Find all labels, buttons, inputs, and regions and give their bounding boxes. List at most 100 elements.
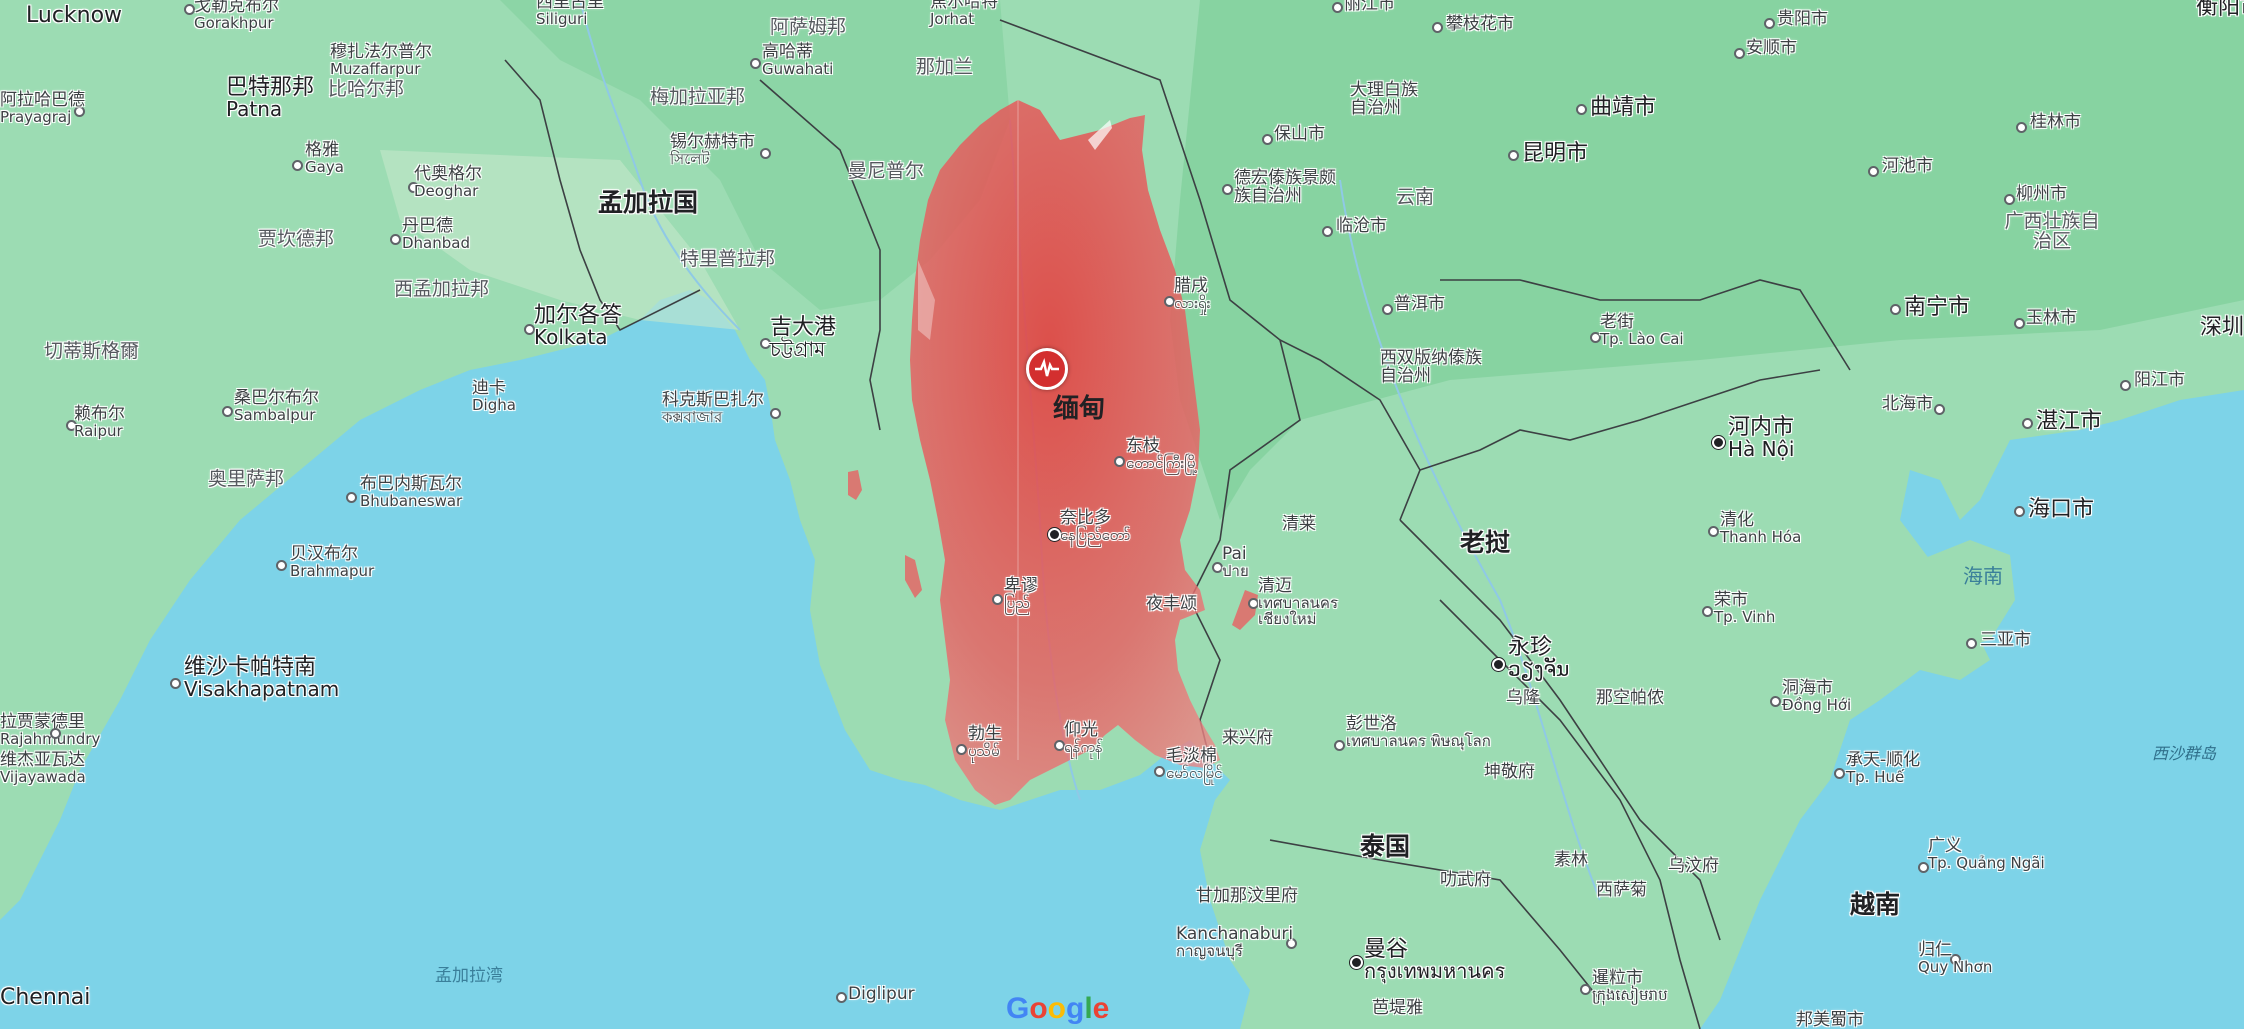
earthquake-affected-area: [910, 100, 1220, 805]
place-label: 梅加拉亚邦: [650, 86, 746, 108]
place-dot: [276, 560, 287, 571]
place-dot: [760, 338, 771, 349]
country-label-bangladesh: 孟加拉国: [598, 188, 699, 217]
sea-label-paracel: 西沙群岛: [2152, 744, 2217, 763]
place-dot: [74, 106, 85, 117]
place-label: 西里古里 Siliguri: [536, 0, 604, 28]
place-label: 贝汉布尔 Brahmapur: [290, 544, 375, 580]
place-label: Kanchanaburi กาญจนบุรี: [1176, 924, 1294, 960]
place-dot: [1154, 766, 1165, 777]
place-dot: [760, 148, 771, 159]
place-dot: [1708, 526, 1719, 537]
place-dot: [1770, 696, 1781, 707]
place-label: 奈比多 နေပြည်တော်: [1060, 508, 1131, 544]
place-label: 清迈 เทศบาลนคร เชียงใหม่: [1258, 576, 1339, 628]
place-label: 焦尔哈特 Jorhat: [930, 0, 998, 28]
place-label: 暹粒市 ក្រុងសៀមរាប: [1592, 968, 1668, 1004]
place-dot: [1576, 104, 1587, 115]
place-label: Lucknow: [26, 3, 123, 28]
earthquake-icon[interactable]: [1026, 348, 1068, 390]
place-label: 乌汶府: [1668, 856, 1719, 876]
place-dot: [1950, 954, 1961, 965]
place-dot: [1248, 598, 1259, 609]
place-label: 衡阳市: [2196, 0, 2244, 20]
place-dot: [992, 594, 1003, 605]
place-label: 昆明市: [1522, 141, 1589, 166]
place-dot: [1382, 304, 1393, 315]
place-label: 南宁市: [1904, 295, 1971, 320]
place-label: 勃生 ပုသိမ်: [968, 724, 1002, 760]
place-label: 吉大港 চট্টগ্রাম: [770, 315, 837, 362]
place-dot: [1890, 304, 1901, 315]
place-label: 普洱市: [1394, 294, 1445, 314]
place-dot: [2120, 380, 2131, 391]
country-label-laos: 老挝: [1460, 528, 1511, 557]
place-dot: [1764, 18, 1775, 29]
place-label: 乌隆: [1506, 688, 1540, 708]
place-label: 甘加那汶里府: [1196, 886, 1298, 906]
place-label: 阿拉哈巴德 Prayagraj: [0, 90, 85, 126]
place-dot: [956, 744, 967, 755]
place-dot: [66, 420, 77, 431]
place-label: 维沙卡帕特南 Visakhapatnam: [184, 655, 340, 702]
place-label: 彭世洛 เทศบาลนคร พิษณุโลก: [1346, 714, 1491, 750]
place-label: 迪卡 Digha: [472, 378, 516, 414]
place-dot: [524, 324, 535, 335]
place-label: 德宏傣族景颇族自治州: [1234, 168, 1336, 206]
place-dot: [1286, 938, 1297, 949]
place-label: 特里普拉邦: [680, 248, 776, 270]
place-label: 西孟加拉邦: [394, 278, 490, 300]
region-label-guangxi: 广西壮族自治区: [2004, 210, 2100, 252]
place-dot: [1834, 768, 1845, 779]
country-label-vietnam: 越南: [1850, 890, 1901, 919]
place-label: 卑谬 ပြည်: [1004, 576, 1038, 612]
place-label: 维杰亚瓦达 Vijayawada: [0, 750, 86, 786]
place-label: 西双版纳傣族自治州: [1380, 348, 1482, 386]
place-label: 湛江市: [2036, 409, 2103, 434]
place-label: 柳州市: [2016, 184, 2067, 204]
place-label: 加尔各答 Kolkata: [534, 303, 623, 350]
place-dot: [2014, 506, 2025, 517]
place-dot: [1702, 606, 1713, 617]
place-label: 代奥格尔 Deoghar: [414, 164, 482, 200]
place-label: 锡尔赫特市 সিলেট: [670, 132, 755, 168]
place-dot: [1212, 562, 1223, 573]
place-dot: [1734, 48, 1745, 59]
sea-label-hainan: 海南: [1963, 564, 2003, 588]
place-dot: [770, 408, 781, 419]
place-label: 曼尼普尔: [848, 160, 925, 182]
place-dot: [2016, 122, 2027, 133]
place-label: 河池市: [1882, 156, 1933, 176]
place-dot: [1934, 404, 1945, 415]
place-label: 叻武府: [1440, 870, 1491, 890]
place-dot: [1222, 184, 1233, 195]
place-dot: [1918, 862, 1929, 873]
place-label: 归仁 Quy Nhơn: [1918, 940, 1993, 976]
place-label: 腊戌 လားရှိုး: [1174, 276, 1211, 312]
place-dot: [1114, 456, 1125, 467]
place-label: 高哈蒂 Guwahati: [762, 42, 834, 78]
place-label: Diglipur: [848, 984, 915, 1004]
place-label: 丽江市: [1344, 0, 1395, 14]
place-label: 拉贾蒙德里 Rajahmundry: [0, 712, 101, 748]
place-label: 河内市 Hà Nội: [1728, 415, 1795, 462]
place-label: 那空帕侬: [1596, 688, 1664, 708]
place-dot: [750, 58, 761, 69]
capital-dot: [1350, 956, 1363, 969]
place-label: 清化 Thanh Hóa: [1720, 510, 1802, 546]
place-dot: [1262, 134, 1273, 145]
place-dot: [50, 728, 61, 739]
place-label: 曲靖市: [1590, 95, 1657, 120]
place-label: 老街 Tp. Lào Cai: [1600, 312, 1684, 348]
place-label: 穆扎法尔普尔 Muzaffarpur: [330, 42, 432, 78]
place-label: 坤敬府: [1484, 762, 1535, 782]
place-dot: [292, 160, 303, 171]
country-label-myanmar: 缅甸: [1053, 394, 1106, 424]
place-label: Pai ปาย: [1222, 544, 1249, 580]
capital-dot: [1712, 436, 1725, 449]
place-label: 清莱: [1282, 514, 1316, 534]
place-label: 科克斯巴扎尔 কক্সবাজার: [662, 390, 764, 426]
place-dot: [1432, 22, 1443, 33]
place-dot: [836, 992, 847, 1003]
